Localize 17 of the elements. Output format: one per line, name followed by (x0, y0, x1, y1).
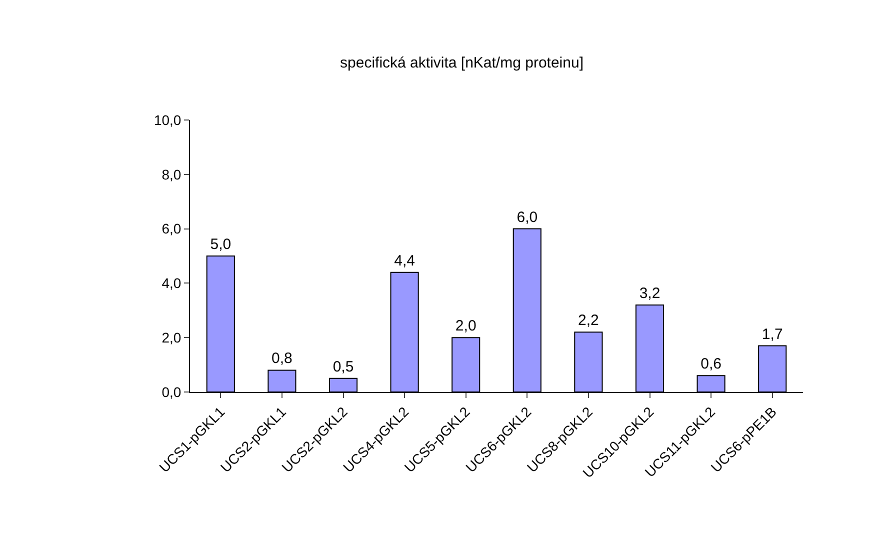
data-label: 0,8 (272, 350, 292, 368)
data-label: 1,7 (762, 326, 783, 343)
y-tick-label: 2,0 (162, 330, 182, 346)
data-label: 0,5 (332, 358, 354, 376)
data-label: 5,0 (210, 236, 232, 253)
y-tick-label: 8,0 (162, 166, 182, 182)
data-label: 2,2 (578, 312, 599, 330)
y-tick-label: 0,0 (162, 384, 182, 400)
data-label: 6,0 (516, 208, 538, 226)
data-label: 3,2 (639, 284, 660, 302)
y-tick-label: 4,0 (162, 275, 182, 292)
y-tick-label: 10,0 (154, 112, 182, 128)
data-label: 0,6 (700, 356, 722, 373)
data-label: 4,4 (394, 252, 415, 270)
data-label: 2,0 (455, 318, 476, 335)
chart-title: specifická aktivita [nKat/mg proteinu] (340, 54, 584, 72)
y-tick-label: 6,0 (162, 220, 182, 237)
